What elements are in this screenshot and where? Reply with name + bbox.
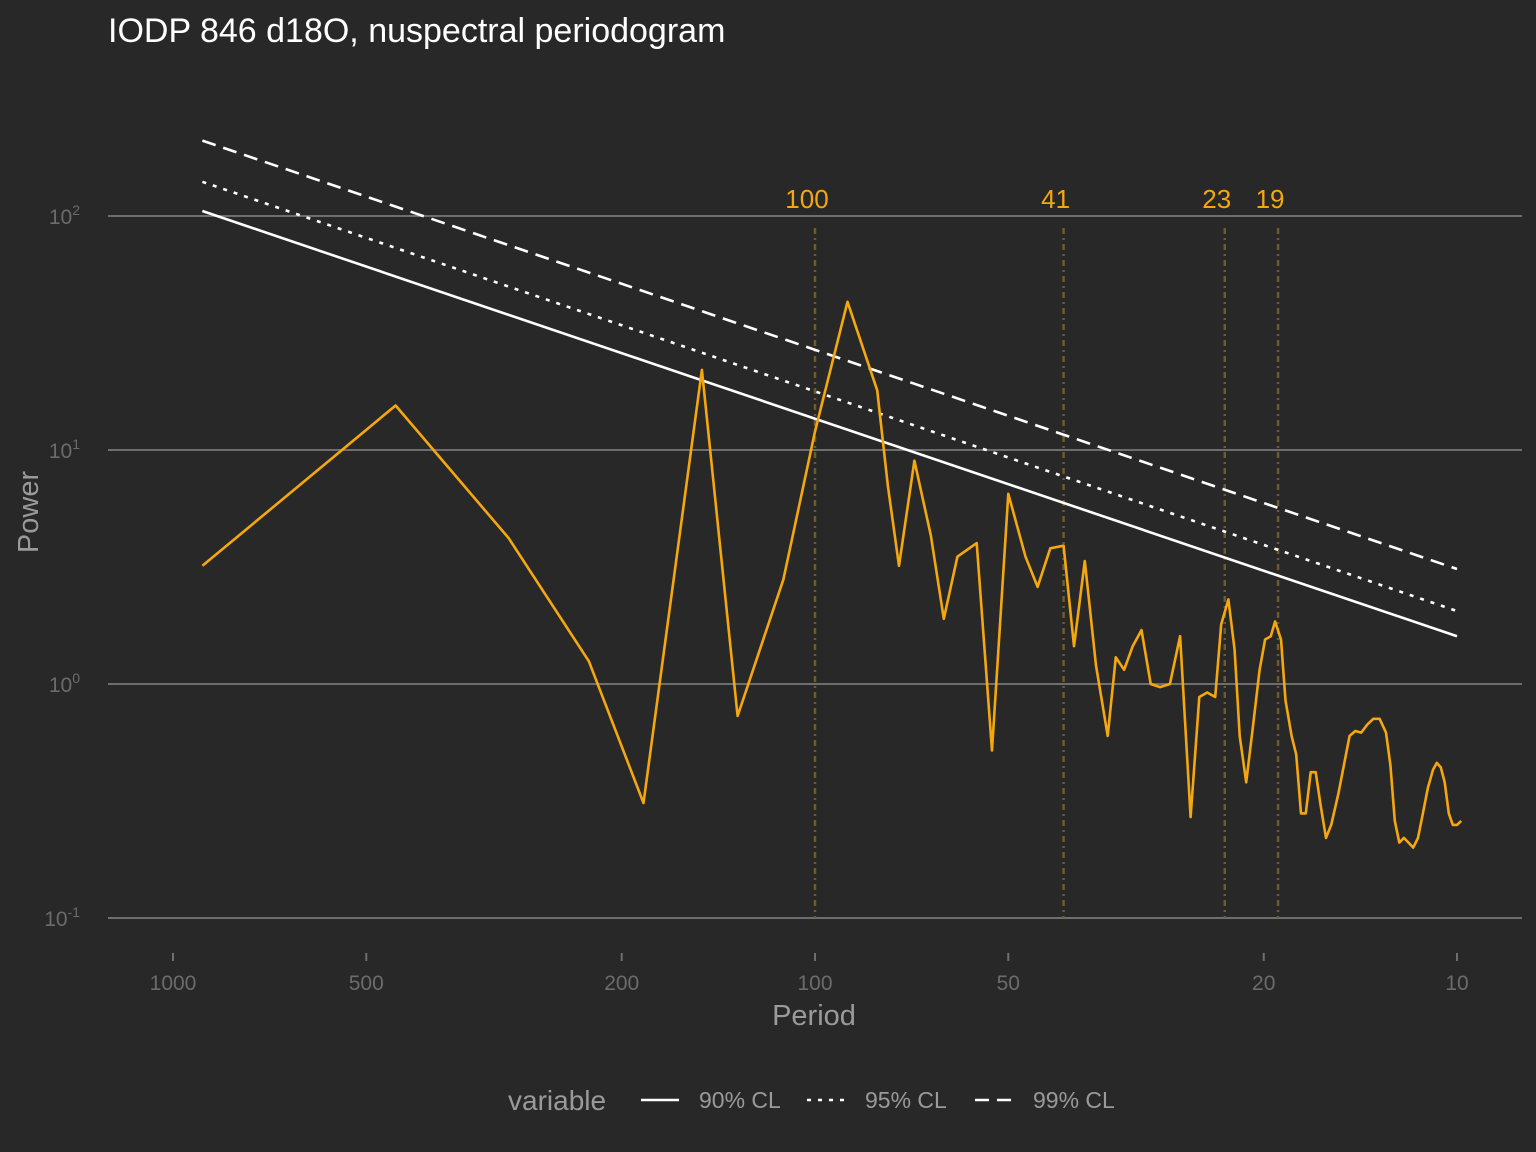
reference-period-lines: 100 41 23 19 — [785, 184, 1285, 918]
reference-label-23: 23 — [1202, 184, 1231, 214]
cl-line-99 — [201, 139, 1458, 571]
x-tick-label: 1000 — [150, 972, 197, 995]
legend-label-95: 95% CL — [865, 1087, 947, 1113]
periodogram-series — [201, 300, 1463, 849]
reference-label-100: 100 — [785, 184, 828, 214]
y-axis-title: Power — [13, 471, 45, 554]
reference-label-19: 19 — [1256, 184, 1285, 214]
reference-label-41: 41 — [1041, 184, 1070, 214]
legend-label-99: 99% CL — [1033, 1087, 1115, 1113]
confidence-level-lines — [201, 139, 1458, 638]
y-tick-label: 10-1 — [44, 904, 80, 931]
y-axis: 102 101 100 10-1 — [44, 202, 80, 931]
x-tick-label: 100 — [797, 972, 832, 995]
cl-line-90 — [201, 209, 1458, 638]
cl-line-95 — [201, 180, 1458, 613]
x-tick-label: 200 — [604, 972, 639, 995]
x-tick-label: 50 — [997, 972, 1020, 995]
legend-title: variable — [508, 1085, 606, 1116]
chart-title: IODP 846 d18O, nuspectral periodogram — [108, 12, 725, 50]
x-tick-label: 20 — [1252, 972, 1275, 995]
x-tick-label: 500 — [349, 972, 384, 995]
y-tick-label: 101 — [49, 436, 80, 463]
y-tick-label: 100 — [49, 670, 80, 697]
x-axis-title: Period — [772, 1000, 856, 1032]
legend: variable 90% CL 95% CL 99% CL — [508, 1085, 1115, 1116]
periodogram-line — [201, 300, 1463, 849]
legend-label-90: 90% CL — [699, 1087, 781, 1113]
x-axis: 1000 500 200 100 50 20 10 — [150, 953, 1469, 995]
x-tick-label: 10 — [1445, 972, 1468, 995]
y-tick-label: 102 — [49, 202, 80, 229]
